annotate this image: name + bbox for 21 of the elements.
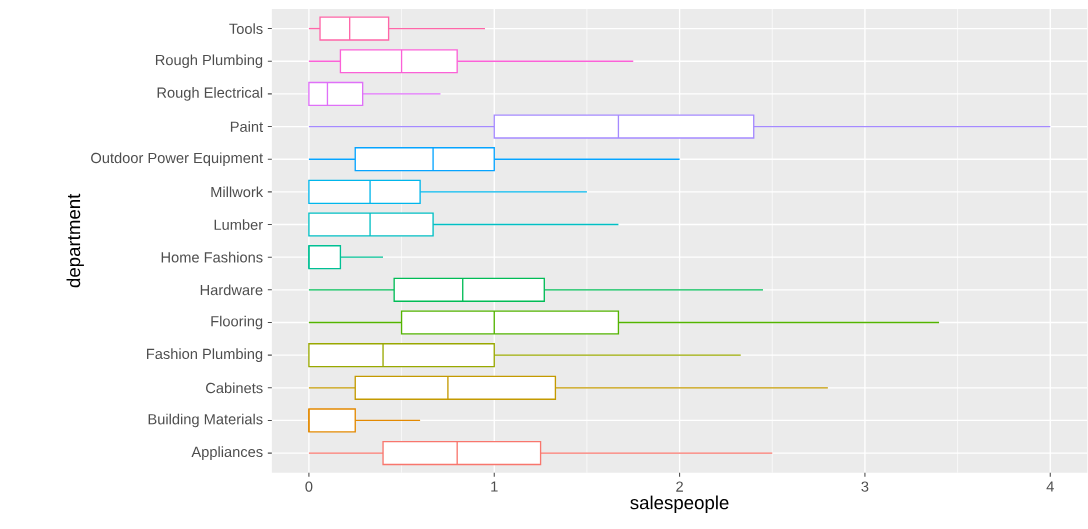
y-tick-label: Rough Electrical — [157, 87, 263, 101]
y-tick-label: Outdoor Power Equipment — [91, 152, 263, 167]
y-tick-label: Paint — [230, 121, 264, 133]
y-tick-label: Flooring — [211, 315, 263, 330]
y-tick-label: Tools — [229, 23, 263, 35]
y-axis-title: department — [66, 193, 84, 288]
y-tick-label: Rough Plumbing — [155, 54, 263, 69]
y-tick-label: Appliances — [191, 446, 263, 461]
x-tick-label: 0 — [305, 481, 313, 492]
y-tick-label: Home Fashions — [161, 251, 263, 263]
y-tick-label: Millwork — [211, 186, 264, 198]
y-tick-label: Hardware — [200, 284, 263, 296]
y-tick-label: Cabinets — [206, 382, 263, 394]
x-tick-label: 1 — [491, 481, 498, 492]
y-tick-label: Lumber — [214, 219, 263, 231]
y-tick-label: Fashion Plumbing — [147, 348, 263, 363]
x-tick-label: 4 — [1046, 481, 1054, 492]
x-tick-label: 3 — [861, 481, 869, 492]
x-tick-label: 2 — [676, 481, 683, 492]
x-axis-title: salespeople — [630, 495, 729, 514]
y-tick-label: Building Materials — [148, 413, 263, 428]
